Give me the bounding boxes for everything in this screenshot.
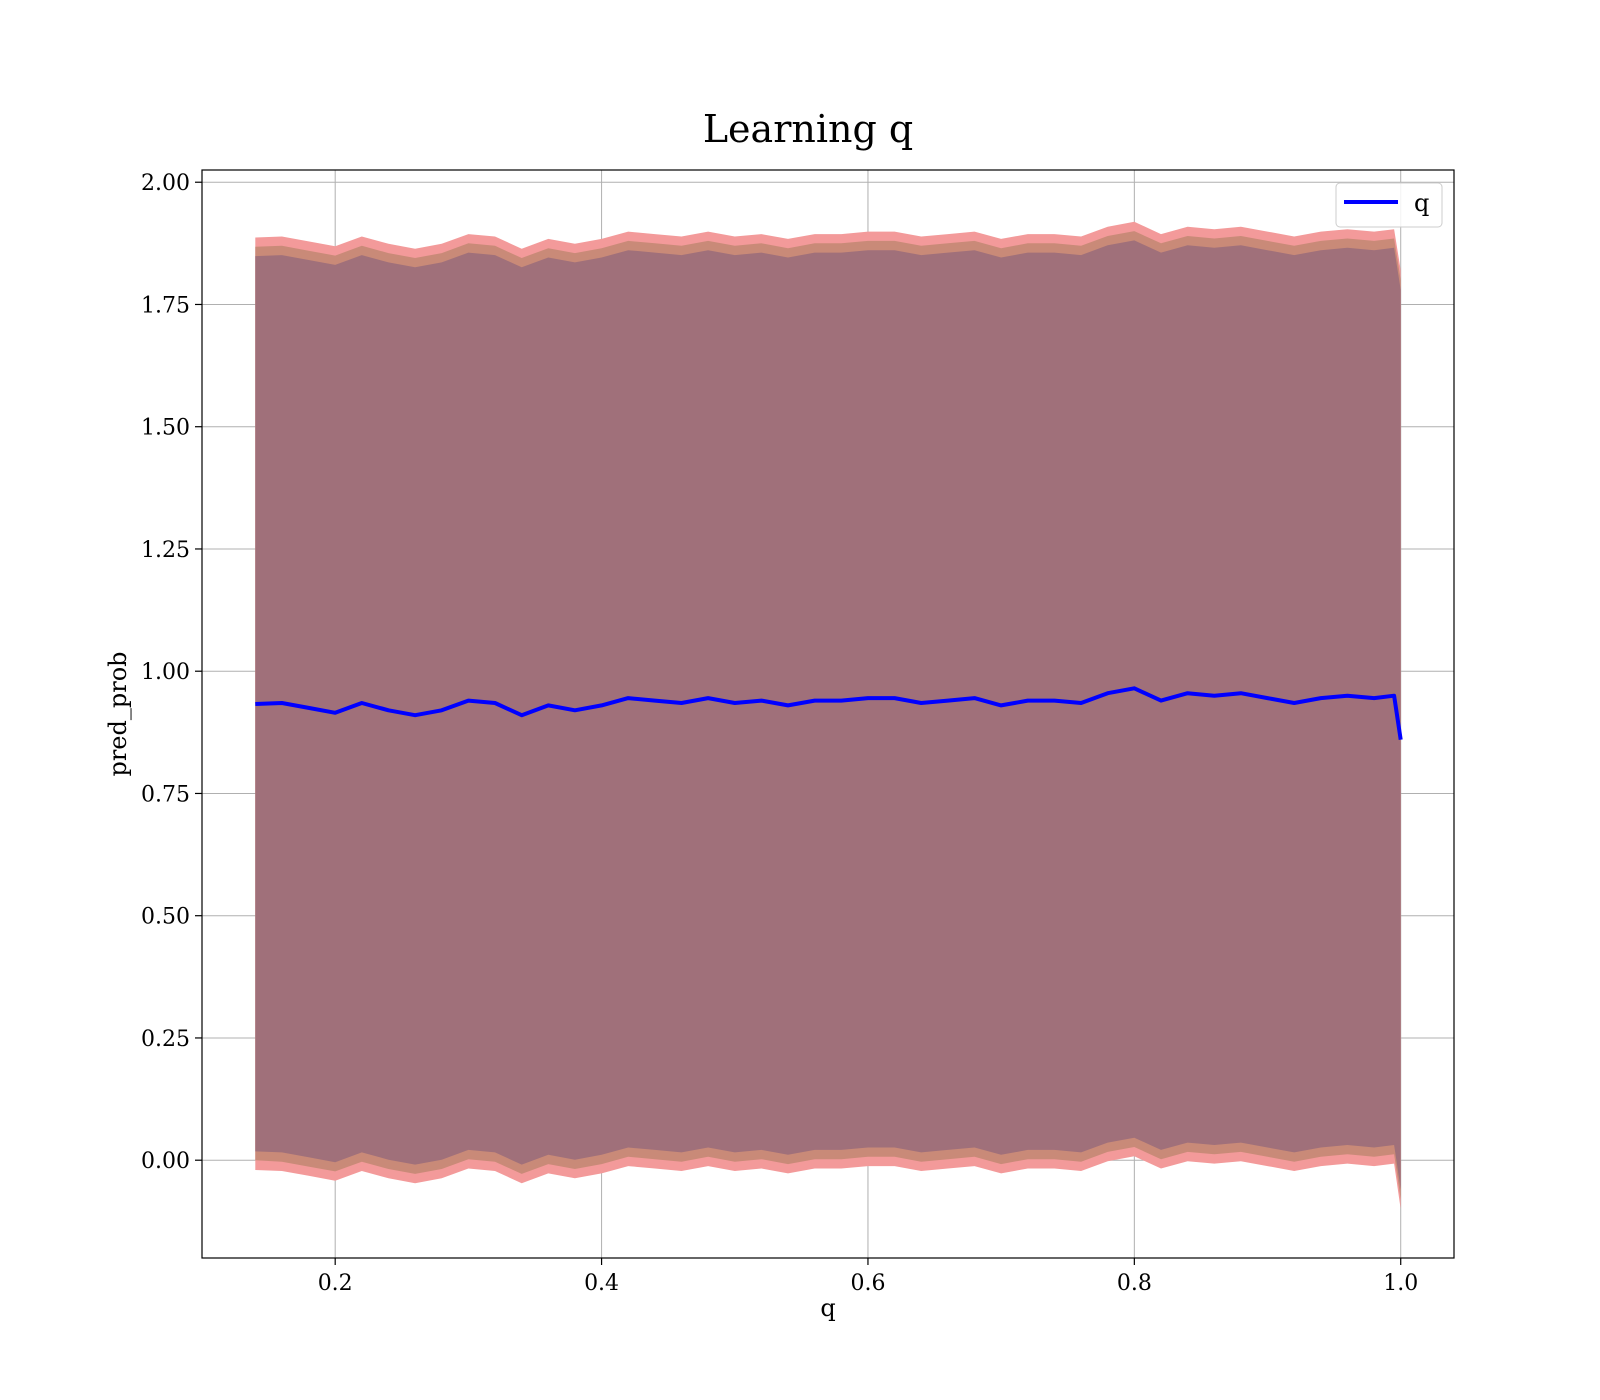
x-tick-label: 1.0 <box>1383 1271 1418 1296</box>
legend-box <box>1335 182 1443 228</box>
y-tick-label: 1.00 <box>141 660 190 685</box>
y-tick-label: 0.00 <box>141 1149 190 1174</box>
x-tick-label: 0.4 <box>584 1271 619 1296</box>
y-tick-label: 0.75 <box>141 782 190 807</box>
y-axis-label: pred_prob <box>104 651 132 776</box>
y-tick-label: 0.50 <box>141 905 190 930</box>
x-tick-label: 0.2 <box>318 1271 353 1296</box>
chart-title: Learning q <box>703 107 913 151</box>
series-line-q <box>255 686 1403 740</box>
series-lines <box>255 686 1403 740</box>
y-tick-label: 2.00 <box>141 171 190 196</box>
y-tick-label: 0.25 <box>141 1027 190 1052</box>
x-tick-label: 0.6 <box>850 1271 885 1296</box>
plot-frame <box>201 169 1455 1259</box>
legend-label-q: q <box>1414 189 1429 217</box>
band-inner <box>255 240 1401 1190</box>
legend: q <box>1335 182 1443 228</box>
x-axis-label: q <box>820 1294 835 1322</box>
y-tick-label: 1.50 <box>141 416 190 441</box>
confidence-bands <box>255 221 1401 1210</box>
x-tick-label: 0.8 <box>1117 1271 1152 1296</box>
axis-ticks: 0.2 0.4 0.6 0.8 1.0 0.00 0.25 0.50 0.75 1.00 1.25 1… <box>141 171 1418 1296</box>
y-tick-label: 1.25 <box>141 538 190 563</box>
y-tick-label: 1.75 <box>141 293 190 318</box>
